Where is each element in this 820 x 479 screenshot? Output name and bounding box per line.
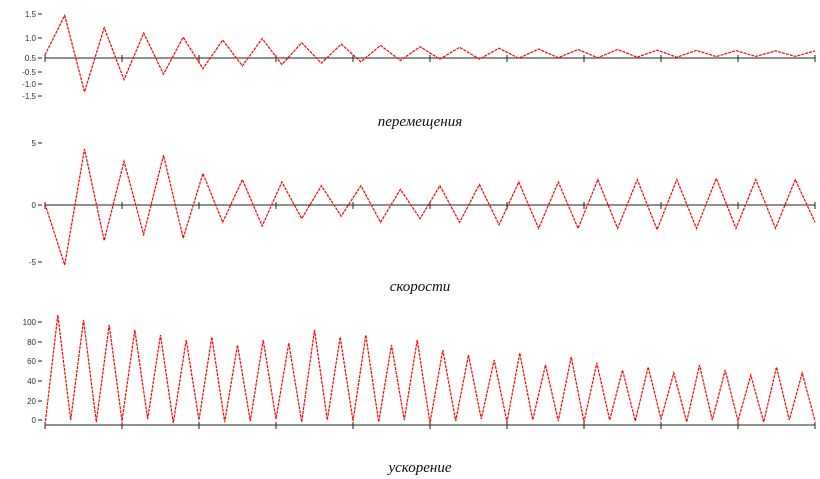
panel-displacement: 1.5 1.0 0.5 -0.5 -1.0 -1.5 [22, 10, 816, 101]
series-line [44, 148, 816, 266]
y-tick-label: 20 [27, 397, 36, 406]
y-tick-label: 0 [32, 416, 37, 425]
series-line [44, 13, 816, 95]
y-tick-label: -0.5 [22, 68, 36, 77]
y-tick-label: 1.0 [25, 34, 37, 43]
panel-acceleration: 100 80 60 40 20 0 [23, 314, 816, 429]
y-tick-label: 40 [27, 377, 36, 386]
caption-displacement: перемещения [378, 114, 462, 130]
y-tick-label: 80 [27, 338, 36, 347]
y-tick-label: -1.0 [22, 80, 36, 89]
series-line [44, 314, 816, 426]
caption-acceleration: ускорение [386, 460, 451, 476]
panel-velocity: 5 0 -5 [29, 139, 816, 267]
caption-velocity: скорости [390, 279, 451, 295]
y-tick-label: 0.5 [25, 54, 37, 63]
y-tick-label: 60 [27, 357, 36, 366]
y-tick-label: -5 [29, 258, 37, 267]
y-tick-label: 100 [23, 318, 37, 327]
y-tick-label: -1.5 [22, 92, 36, 101]
y-tick-label: 0 [32, 201, 37, 210]
y-tick-label: 5 [32, 139, 37, 148]
y-tick-label: 1.5 [25, 10, 37, 19]
